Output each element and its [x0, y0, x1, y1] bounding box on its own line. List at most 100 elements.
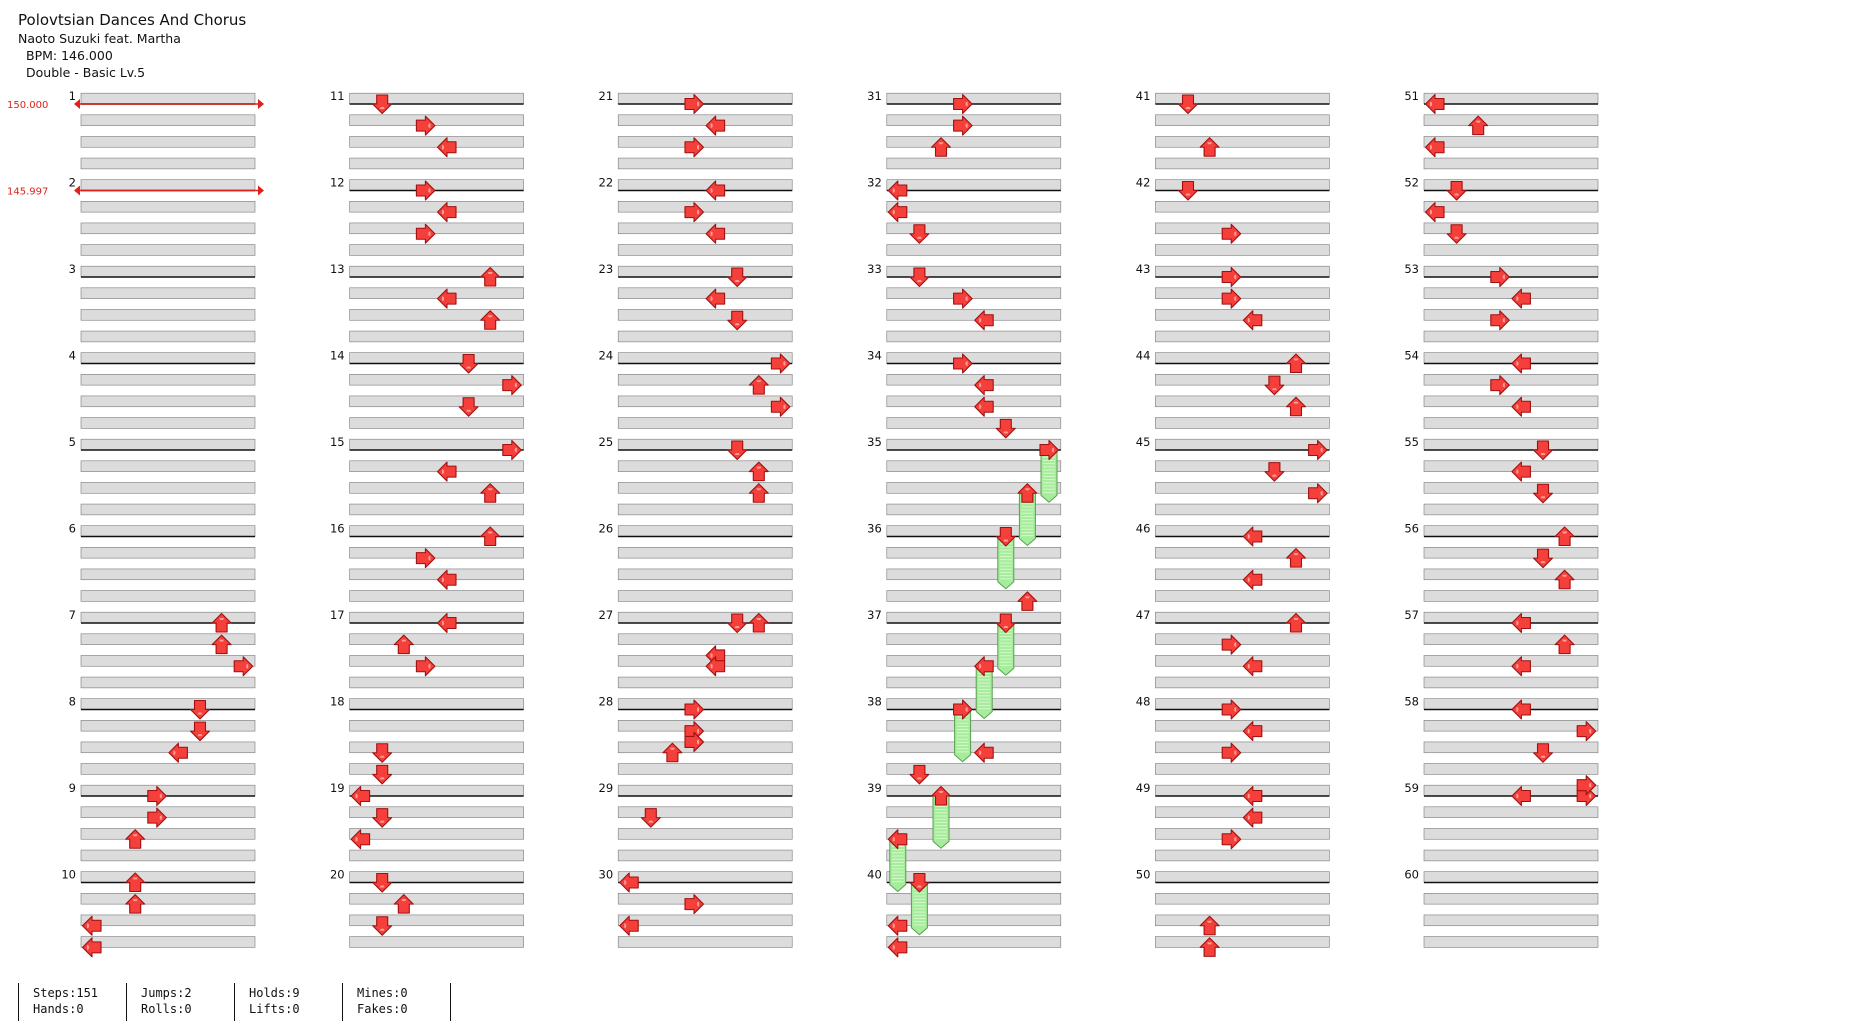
row-band — [80, 265, 256, 278]
left-arrow-icon — [974, 396, 994, 417]
row-band — [1423, 136, 1599, 148]
row-band — [1423, 222, 1599, 235]
arrow-shine — [916, 280, 922, 282]
row-band — [349, 806, 524, 818]
arrow-body — [1199, 937, 1220, 957]
hold-layer — [889, 449, 1058, 936]
arrow-shine — [669, 747, 675, 750]
arrow-shine — [756, 380, 762, 383]
arrow-body — [436, 202, 457, 223]
row-band — [617, 763, 793, 775]
row-band — [1155, 525, 1330, 537]
row-band — [886, 287, 1062, 299]
arrow-body — [1532, 440, 1554, 461]
row-band — [617, 676, 793, 689]
row-band — [886, 417, 1062, 429]
arrow-body — [81, 915, 102, 936]
measure-number: 27 — [599, 608, 614, 622]
arrow-shine — [1454, 236, 1460, 239]
arrow-shine — [1003, 539, 1009, 542]
arrow-shine — [1247, 793, 1250, 799]
arrow-shine — [355, 836, 358, 842]
down-arrow-icon — [189, 721, 211, 742]
arrow-body — [1039, 439, 1060, 461]
arrow-body — [372, 743, 393, 763]
measure-lines — [81, 103, 1598, 884]
row-band — [617, 201, 793, 213]
left-arrow-icon — [436, 569, 457, 590]
up-arrow-icon — [930, 785, 952, 806]
arrow-body — [727, 310, 748, 331]
arrow-body — [909, 764, 930, 785]
arrow-body — [1490, 310, 1510, 331]
down-arrow-icon — [458, 397, 479, 417]
right-arrow-icon — [1221, 699, 1242, 720]
measure-number: 48 — [1136, 695, 1151, 709]
measure-number: 13 — [330, 262, 345, 276]
left-arrow-icon — [619, 915, 639, 936]
arrow-body — [1221, 742, 1242, 763]
arrow-shine — [710, 652, 713, 658]
arrow-body — [1446, 180, 1467, 201]
row-band — [1155, 871, 1330, 883]
measure-number: 44 — [1136, 349, 1151, 363]
row-band — [1155, 914, 1330, 927]
arrow-body — [684, 93, 705, 115]
down-arrow-icon — [372, 872, 393, 893]
up-arrow-icon — [480, 526, 501, 547]
arrow-body — [211, 612, 232, 633]
measure-number: 5 — [69, 435, 76, 449]
arrow-body — [415, 656, 436, 677]
row-band — [80, 784, 256, 797]
measure-number: 25 — [599, 435, 614, 449]
right-arrow-icon — [953, 93, 973, 115]
row-band — [1155, 330, 1330, 343]
up-arrow-icon — [748, 375, 769, 395]
measure-number: 52 — [1404, 176, 1419, 190]
row-band — [1423, 568, 1599, 581]
arrow-body — [974, 396, 994, 417]
arrow-shine — [442, 144, 444, 150]
arrow-body — [372, 872, 393, 893]
arrow-shine — [219, 618, 225, 620]
row-band — [80, 157, 256, 170]
row-band — [886, 611, 1062, 624]
left-arrow-icon — [974, 375, 994, 396]
arrow-shine — [1502, 382, 1505, 388]
arrow-shine — [1540, 453, 1546, 455]
arrow-body — [705, 223, 726, 244]
arrow-shine — [979, 317, 982, 323]
arrow-shine — [916, 236, 922, 239]
up-arrow-icon — [211, 634, 232, 655]
arrow-shine — [697, 209, 699, 215]
measure-number: 10 — [61, 868, 76, 882]
arrow-shine — [783, 404, 786, 410]
row-band — [80, 655, 256, 667]
right-arrow-icon — [147, 807, 167, 828]
arrow-body — [480, 526, 501, 547]
up-arrow-icon — [930, 137, 952, 157]
row-band — [1423, 395, 1599, 408]
measure-number: 14 — [330, 349, 345, 363]
arrow-body — [480, 266, 501, 287]
arrow-shine — [1562, 574, 1568, 577]
down-arrow-icon — [640, 808, 661, 828]
arrow-body — [1554, 634, 1575, 655]
arrow-shine — [401, 899, 407, 902]
arrow-shine — [916, 777, 922, 780]
arrow-body — [147, 785, 167, 807]
row-band — [886, 482, 1062, 494]
row-band — [886, 503, 1062, 516]
arrow-body — [684, 137, 705, 158]
row-band — [349, 482, 524, 494]
arrow-shine — [1247, 577, 1250, 583]
hold-body — [997, 622, 1015, 676]
row-band — [80, 352, 256, 364]
row-band — [349, 914, 524, 927]
row-band — [80, 438, 256, 451]
measure-number: 60 — [1404, 868, 1419, 882]
row-band — [886, 136, 1062, 148]
arrow-body — [887, 937, 908, 958]
arrow-shine — [1207, 142, 1213, 145]
arrow-shine — [159, 815, 162, 821]
